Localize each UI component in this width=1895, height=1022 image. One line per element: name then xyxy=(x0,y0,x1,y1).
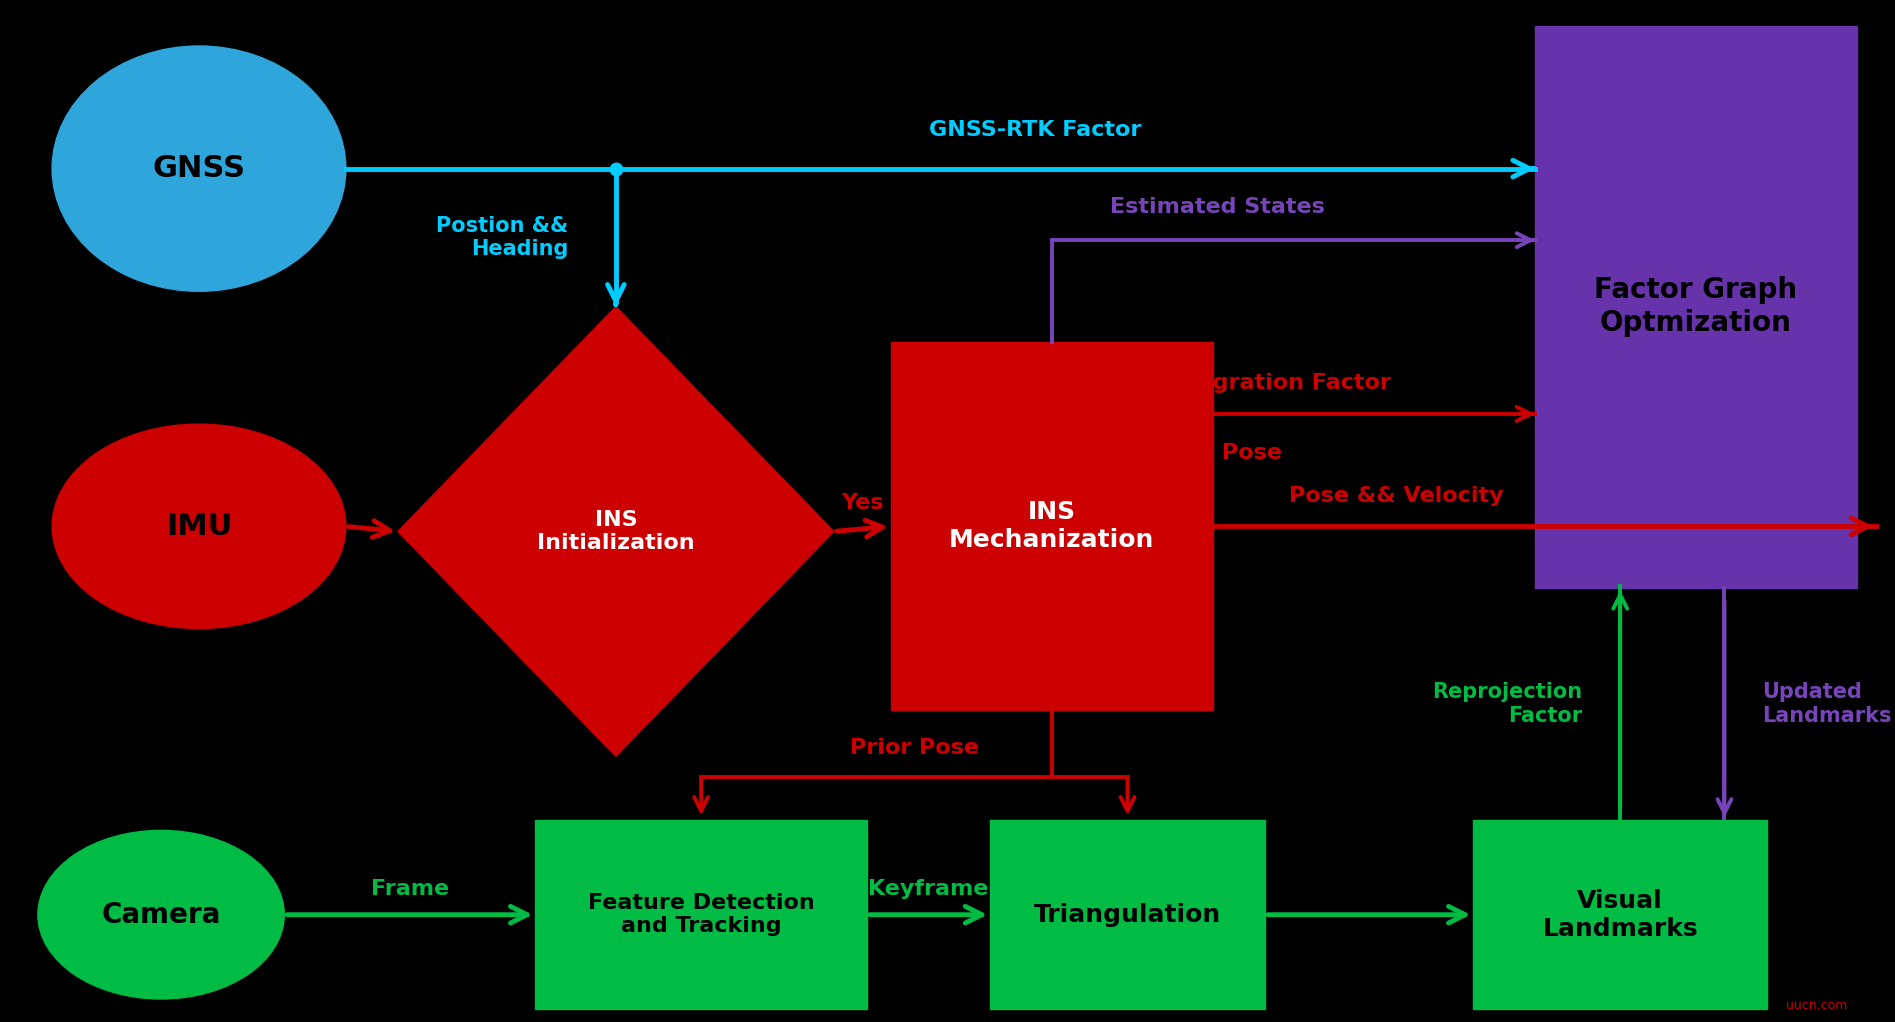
FancyBboxPatch shape xyxy=(1474,820,1766,1010)
Text: Yes: Yes xyxy=(841,493,883,513)
Text: IMU: IMU xyxy=(165,512,233,541)
Text: Postion &&
Heading: Postion && Heading xyxy=(436,216,568,260)
Polygon shape xyxy=(398,307,834,756)
FancyBboxPatch shape xyxy=(534,820,866,1010)
Text: GNSS-RTK Factor: GNSS-RTK Factor xyxy=(929,120,1141,140)
Text: GNSS: GNSS xyxy=(152,154,246,183)
Text: Preintegration Factor: Preintegration Factor xyxy=(1120,373,1391,393)
Text: INS
Initialization: INS Initialization xyxy=(536,510,695,553)
Text: Prior Pose: Prior Pose xyxy=(1152,443,1283,463)
Text: Camera: Camera xyxy=(102,900,220,929)
Ellipse shape xyxy=(51,46,345,291)
FancyBboxPatch shape xyxy=(891,342,1213,710)
Text: Estimated States: Estimated States xyxy=(1110,197,1325,218)
Text: Feature Detection
and Tracking: Feature Detection and Tracking xyxy=(587,893,815,936)
FancyBboxPatch shape xyxy=(1535,26,1857,588)
Ellipse shape xyxy=(51,424,345,629)
Text: Pose && Velocity: Pose && Velocity xyxy=(1289,485,1503,506)
Text: Frame: Frame xyxy=(371,879,449,899)
FancyBboxPatch shape xyxy=(989,820,1266,1010)
Text: uucn.com: uucn.com xyxy=(1787,998,1848,1012)
Text: Factor Graph
Optmization: Factor Graph Optmization xyxy=(1594,276,1798,337)
Text: Reprojection
Factor: Reprojection Factor xyxy=(1433,683,1582,726)
Ellipse shape xyxy=(38,830,284,1000)
Text: Updated
Landmarks: Updated Landmarks xyxy=(1762,683,1891,726)
Text: Triangulation: Triangulation xyxy=(1035,902,1220,927)
Text: Keyframe: Keyframe xyxy=(868,879,989,899)
Text: Visual
Landmarks: Visual Landmarks xyxy=(1543,889,1698,940)
Text: Prior Pose: Prior Pose xyxy=(849,738,980,758)
Text: INS
Mechanization: INS Mechanization xyxy=(949,501,1154,552)
